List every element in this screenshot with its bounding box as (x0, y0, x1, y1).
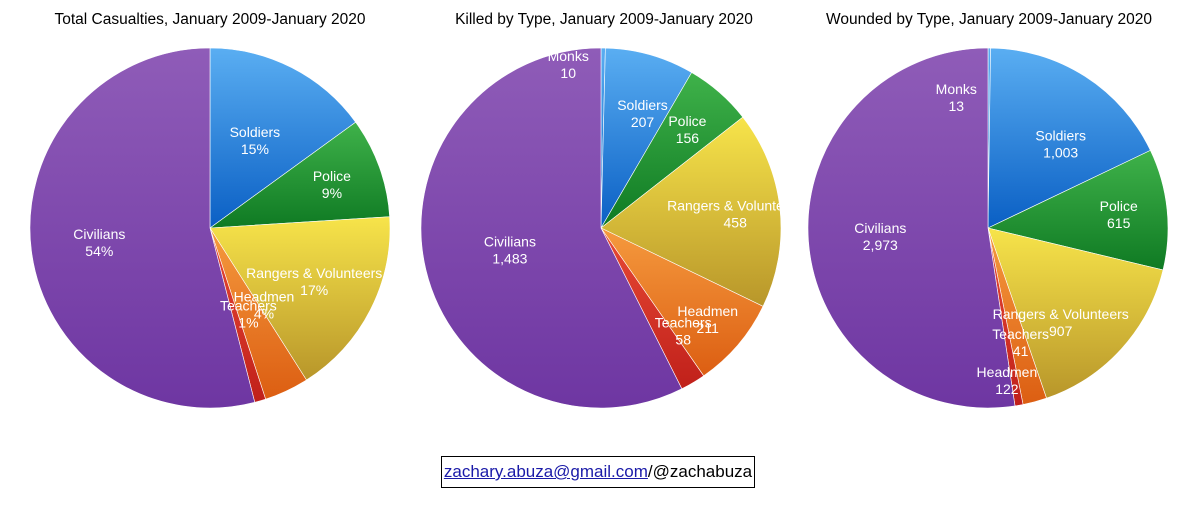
contact-email-link[interactable]: zachary.abuza@gmail.com (443, 462, 648, 481)
slice-value-police: 156 (676, 130, 700, 146)
slice-label-rangers-volunteers: Rangers & Volunteers (246, 265, 382, 281)
chart-title-wounded-by-type: Wounded by Type, January 2009-January 20… (825, 11, 1152, 28)
pie-slice-police (987, 149, 1169, 271)
slice-value-monks: 13 (949, 98, 965, 114)
pie-slice-civilians (29, 47, 256, 409)
slice-value-police: 9% (322, 185, 342, 201)
slice-label-soldiers: Soldiers (1035, 127, 1086, 143)
slice-label-teachers: Teachers (220, 297, 277, 313)
slice-label-police: Police (1100, 198, 1138, 214)
pie-slice-soldiers (209, 47, 357, 229)
slice-value-rangers-volunteers: 17% (300, 282, 328, 298)
pie-slice-civilians (807, 47, 1016, 409)
slice-label-civilians: Civilians (73, 226, 125, 242)
pie-slice-police (208, 121, 390, 229)
slice-label-headmen: Headmen (977, 364, 1038, 380)
slice-label-police: Police (668, 113, 706, 129)
slice-label-soldiers: Soldiers (230, 124, 281, 140)
slice-label-civilians: Civilians (484, 234, 536, 250)
contact-handle: /@zachabuza (647, 462, 753, 481)
pie-slice-rangers-volunteers (600, 116, 782, 307)
slice-label-soldiers: Soldiers (617, 97, 668, 113)
slice-value-monks: 10 (560, 65, 576, 81)
slice-label-civilians: Civilians (854, 220, 906, 236)
slice-label-teachers: Teachers (655, 315, 712, 331)
slice-value-civilians: 2,973 (863, 237, 898, 253)
slice-value-soldiers: 15% (241, 141, 269, 157)
slice-value-rangers-volunteers: 907 (1049, 323, 1073, 339)
slice-label-teachers: Teachers (992, 326, 1049, 342)
slice-value-civilians: 1,483 (492, 251, 527, 267)
slice-value-headmen: 211 (697, 320, 720, 336)
pie-slice-rangers-volunteers (987, 227, 1164, 399)
slice-value-rangers-volunteers: 458 (724, 215, 748, 231)
slice-value-police: 615 (1107, 215, 1131, 231)
slice-value-headmen: 4% (254, 306, 274, 322)
slice-label-monks: Monks (548, 48, 589, 64)
pie-slice-rangers-volunteers (209, 216, 391, 381)
slice-value-teachers: 1% (238, 314, 258, 330)
pie-slice-soldiers (600, 47, 693, 229)
slice-label-headmen: Headmen (234, 289, 295, 305)
chart-title-total-casualties: Total Casualties, January 2009-January 2… (54, 11, 366, 28)
pie-slice-soldiers (987, 47, 1151, 229)
slice-value-headmen: 122 (995, 381, 1019, 397)
slice-value-soldiers: 207 (631, 114, 655, 130)
slice-label-headmen: Headmen (677, 303, 738, 319)
contact-box: zachary.abuza@gmail.com/@zachabuza (441, 456, 755, 488)
slice-label-police: Police (313, 168, 351, 184)
pie-slice-headmen (600, 227, 764, 377)
slice-label-rangers-volunteers: Rangers & Volunteers (993, 306, 1129, 322)
slice-label-monks: Monks (936, 81, 977, 97)
slice-value-civilians: 54% (85, 243, 113, 259)
slice-value-teachers: 41 (1013, 343, 1029, 359)
slice-value-soldiers: 1,003 (1043, 144, 1078, 160)
pie-slice-civilians (420, 47, 683, 409)
chart-title-killed-by-type: Killed by Type, January 2009-January 202… (455, 11, 753, 28)
slice-value-teachers: 58 (675, 332, 691, 348)
slice-label-rangers-volunteers: Rangers & Volunteers (667, 198, 803, 214)
